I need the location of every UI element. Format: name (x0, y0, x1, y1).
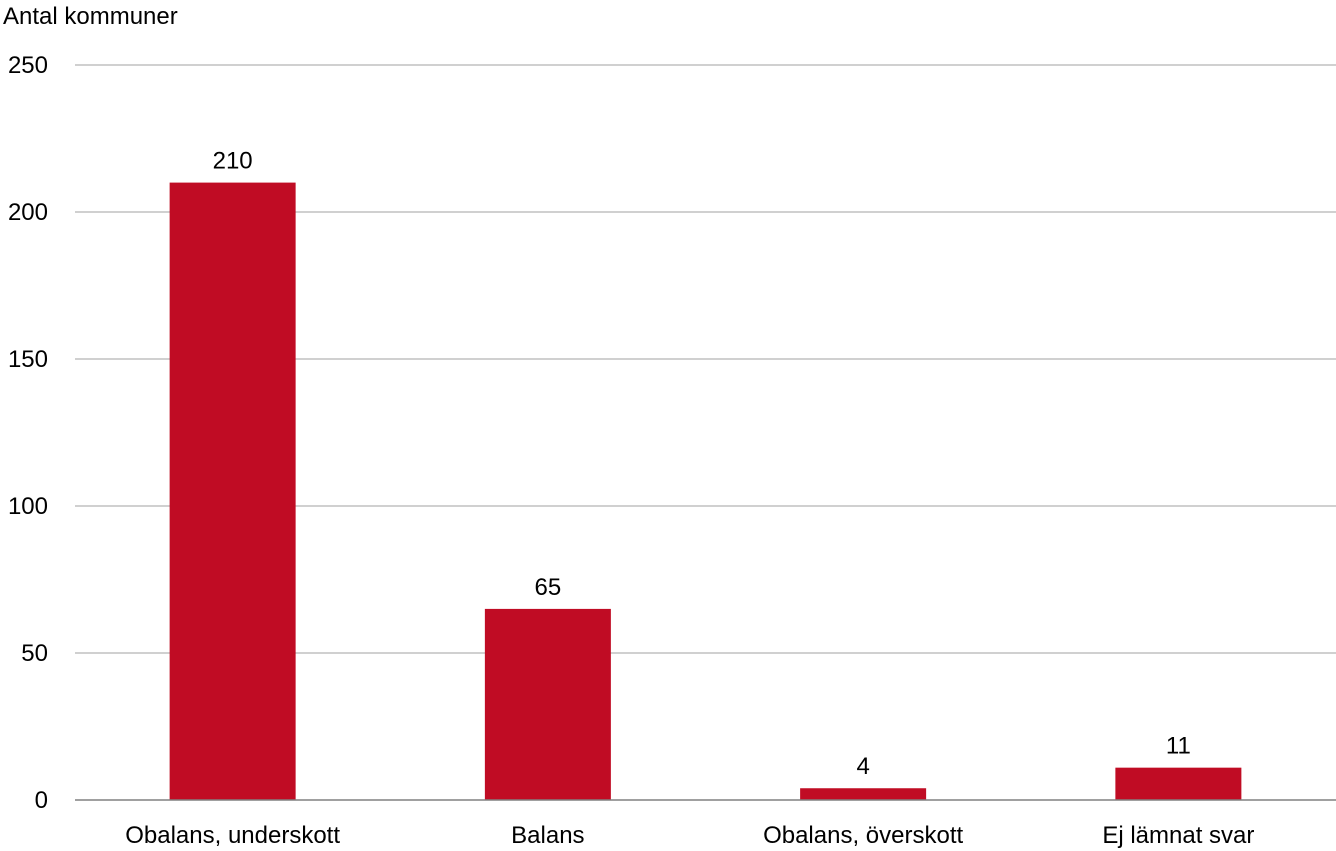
x-category-labels: Obalans, underskott Balans Obalans, översk… (125, 822, 1254, 849)
y-tick-label: 100 (8, 493, 48, 520)
x-category-label: Balans (511, 822, 584, 849)
y-axis-title: Antal kommuner (3, 3, 178, 30)
bars (169, 182, 1242, 801)
y-tick-labels: 0 50 100 150 200 250 (8, 52, 48, 814)
y-tick-label: 0 (35, 787, 48, 814)
y-tick-label: 250 (8, 52, 48, 79)
bar (169, 182, 296, 801)
x-category-label: Obalans, överskott (763, 822, 963, 849)
y-tick-label: 150 (8, 346, 48, 373)
x-category-label: Ej lämnat svar (1102, 822, 1254, 849)
y-tick-label: 200 (8, 199, 48, 226)
data-label: 65 (535, 574, 562, 601)
data-labels: 210 65 4 11 (213, 148, 1191, 781)
data-label: 11 (1166, 733, 1191, 760)
bar (1115, 767, 1242, 800)
bar (800, 788, 927, 800)
bar (484, 608, 611, 800)
data-label: 210 (213, 148, 253, 175)
y-tick-label: 50 (21, 640, 48, 667)
x-category-label: Obalans, underskott (125, 822, 340, 849)
data-label: 4 (856, 753, 869, 780)
